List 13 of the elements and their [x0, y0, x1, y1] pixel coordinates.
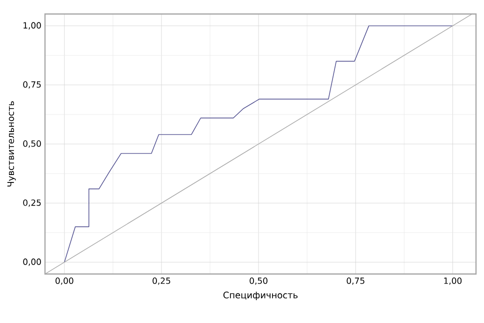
x-axis-title: Специфичность [223, 292, 298, 300]
x-tick-label: 0,00 [56, 278, 74, 285]
line-series [64, 25, 454, 263]
y-tick-label: 1,00 [24, 22, 41, 30]
x-tick-label: 0,25 [152, 278, 170, 285]
x-tick-label: 0,50 [250, 278, 268, 285]
y-tick-label: 0,75 [23, 81, 41, 89]
x-tick-label: 1,00 [444, 278, 462, 285]
y-tick-label: 0,50 [23, 140, 41, 148]
y-axis-title: Чувствительность [7, 101, 16, 187]
y-tick-label: 0,25 [23, 199, 41, 207]
x-tick-label: 0,75 [346, 278, 364, 285]
y-tick-label: 0,00 [23, 258, 41, 266]
